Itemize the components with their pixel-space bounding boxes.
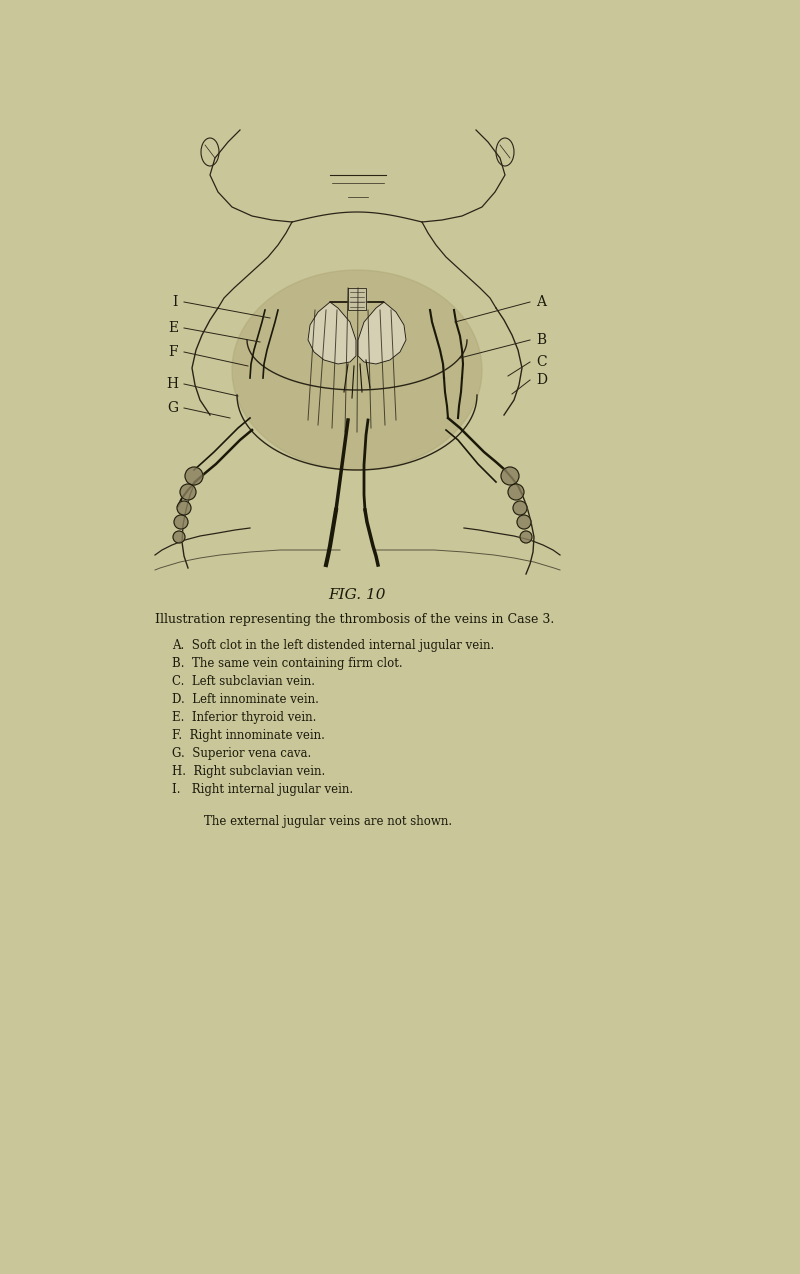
Text: B.  The same vein containing firm clot.: B. The same vein containing firm clot. [172, 657, 402, 670]
Circle shape [180, 484, 196, 499]
Text: D.  Left innominate vein.: D. Left innominate vein. [172, 693, 319, 706]
Text: F: F [168, 345, 178, 359]
Text: C.  Left subclavian vein.: C. Left subclavian vein. [172, 675, 315, 688]
Polygon shape [232, 270, 482, 470]
Text: G.  Superior vena cava.: G. Superior vena cava. [172, 747, 311, 761]
Circle shape [174, 515, 188, 529]
Polygon shape [348, 288, 366, 310]
Text: FIG. 10: FIG. 10 [328, 589, 386, 603]
Circle shape [501, 468, 519, 485]
Polygon shape [308, 302, 406, 364]
Text: H: H [166, 377, 178, 391]
Circle shape [517, 515, 531, 529]
Text: D: D [536, 373, 547, 387]
Text: F.  Right innominate vein.: F. Right innominate vein. [172, 729, 325, 741]
Circle shape [185, 468, 203, 485]
Circle shape [520, 531, 532, 543]
Text: The external jugular veins are not shown.: The external jugular veins are not shown… [204, 815, 452, 828]
Text: A: A [536, 296, 546, 310]
Text: B: B [536, 333, 546, 347]
Text: C: C [536, 355, 546, 369]
Text: E: E [168, 321, 178, 335]
Circle shape [173, 531, 185, 543]
Text: Illustration representing the thrombosis of the veins in Case 3.: Illustration representing the thrombosis… [155, 613, 554, 626]
Text: A.  Soft clot in the left distended internal jugular vein.: A. Soft clot in the left distended inter… [172, 640, 494, 652]
Circle shape [513, 501, 527, 515]
Circle shape [177, 501, 191, 515]
Text: H.  Right subclavian vein.: H. Right subclavian vein. [172, 764, 326, 778]
Text: G: G [167, 401, 178, 415]
Text: I: I [173, 296, 178, 310]
Text: E.  Inferior thyroid vein.: E. Inferior thyroid vein. [172, 711, 316, 724]
Circle shape [508, 484, 524, 499]
Text: I.   Right internal jugular vein.: I. Right internal jugular vein. [172, 784, 353, 796]
